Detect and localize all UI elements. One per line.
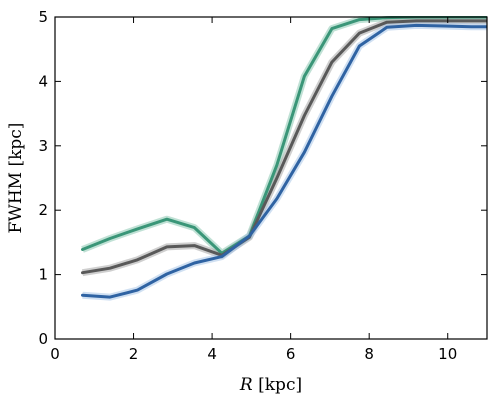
plot-frame — [54, 16, 488, 340]
x-tick-label: 2 — [129, 345, 139, 363]
y-axis-label: FWHM [kpc] — [6, 123, 26, 234]
series-3-line — [81, 23, 487, 299]
y-tick-label: 4 — [38, 72, 48, 90]
x-tick-label: 8 — [364, 345, 374, 363]
x-tick-label: 4 — [207, 345, 217, 363]
x-tick-label: 0 — [50, 345, 60, 363]
y-tick-label: 3 — [38, 137, 48, 155]
axis-ticks: 0 2 4 6 8 10 0 1 2 3 4 5 — [38, 8, 487, 363]
y-tick-label: 2 — [38, 201, 48, 219]
x-tick-label: 6 — [286, 345, 296, 363]
x-axis-label-unit: [kpc] — [253, 375, 302, 395]
y-tick-label: 1 — [38, 266, 48, 284]
series-1-line — [81, 16, 487, 255]
x-tick-label: 10 — [438, 345, 457, 363]
y-tick-label: 5 — [38, 8, 48, 26]
y-tick-label: 0 — [38, 330, 48, 348]
series-2-line — [81, 19, 487, 275]
x-axis-label: R [kpc] — [239, 375, 302, 395]
x-axis-label-variable: R — [239, 375, 253, 395]
